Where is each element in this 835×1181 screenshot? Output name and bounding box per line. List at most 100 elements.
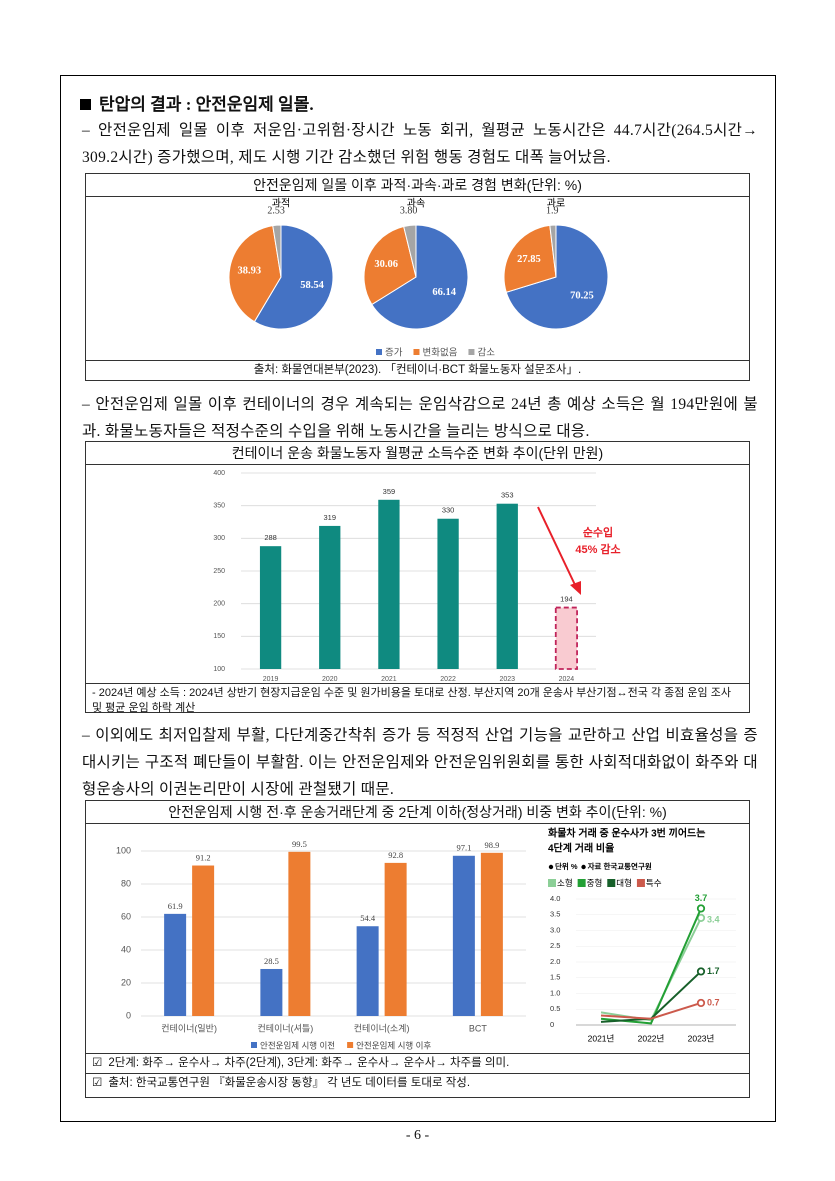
- bar: [452, 855, 475, 1016]
- legend-swatch: [413, 349, 420, 355]
- y-tick-label: 400: [213, 470, 225, 477]
- y-tick-label: 100: [213, 666, 225, 673]
- x-tick-label: 2021: [381, 676, 397, 683]
- inset-title: 화물차 거래 중 운수사가 3번 끼어드는: [548, 827, 705, 840]
- chart-title: 안전운임제 일몰 이후 과적·과속·과로 경험 변화(단위: %): [86, 174, 749, 197]
- legend-swatch: [577, 879, 586, 887]
- x-tick-label: 2022년: [638, 1033, 665, 1043]
- y-tick-label: 20: [121, 977, 131, 987]
- x-tick-label: 2022: [440, 676, 456, 683]
- line: [600, 908, 702, 1025]
- y-tick-label: 3.5: [550, 910, 560, 919]
- pie-slice: [549, 224, 557, 278]
- paragraph: – 안전운임제 일몰 이후 컨테이너의 경우 계속되는 운임삭감으로 24년 총…: [82, 396, 758, 440]
- value-label: 58.54: [300, 280, 324, 291]
- y-tick-label: 0: [126, 1010, 131, 1020]
- annotation: 45% 감소: [575, 542, 620, 556]
- bar: [554, 606, 578, 670]
- bar: [319, 525, 341, 669]
- pie-slice: [505, 224, 609, 330]
- pie-name: 과적: [272, 198, 290, 210]
- y-tick-label: 1.5: [550, 973, 560, 982]
- note: - 2024년 예상 소득 : 2024년 상반기 현장지급운임 수준 및 원가…: [86, 683, 749, 718]
- annotation: 순수입: [583, 526, 613, 539]
- note-text: 2단계: 화주→ 운수사→ 차주(2단계), 3단계: 화주→ 운수사→ 운수사…: [108, 1057, 510, 1069]
- bar: [437, 518, 459, 669]
- legend-label: 안전운임제 시행 이후: [356, 1040, 431, 1050]
- paragraph: – 안전운임제 일몰 이후 저운임·고위험·장시간 노동 회귀, 월평균 노동시…: [82, 122, 758, 166]
- value-label: 27.85: [517, 254, 541, 265]
- value-label: 54.4: [360, 913, 376, 923]
- value-label: 92.8: [388, 850, 403, 860]
- x-tick-label: 2020: [322, 676, 338, 683]
- legend-label: 중형: [587, 878, 603, 888]
- heading-text: 탄압의 결과 : 안전운임제 일몰.: [99, 95, 314, 114]
- legend-label: 특수: [646, 878, 662, 888]
- value-label: 353: [501, 491, 514, 500]
- bar: [288, 851, 311, 1016]
- value-label: 288: [264, 533, 277, 542]
- y-tick-label: 0: [550, 1020, 554, 1029]
- chart: 100 150 200 250 300 350 400 2019 288 2020 319 2021 3…: [213, 470, 620, 683]
- legend-label: 대형: [616, 878, 632, 888]
- y-tick-label: 80: [121, 878, 131, 888]
- bar: [164, 913, 187, 1016]
- inset-title: 4단계 거래 비율: [548, 842, 614, 855]
- x-tick-label: 컨테이너(셔틀): [258, 1023, 314, 1033]
- value-label: 3.7: [695, 893, 708, 903]
- y-tick-label: 3.0: [550, 925, 560, 934]
- y-tick-label: 4.0: [550, 894, 560, 903]
- note-text: 출처: 한국교통연구원 『화물운송시장 동향』 각 년도 데이터를 토대로 작성…: [108, 1077, 471, 1089]
- bar: [378, 499, 400, 669]
- pie-slice: [503, 224, 557, 293]
- pie-name: 과속: [407, 198, 425, 210]
- value-label: 98.9: [484, 840, 499, 850]
- point: [696, 998, 706, 1008]
- pie-slice: [403, 224, 417, 278]
- value-label: 1.9: [546, 205, 559, 216]
- legend-label: 안전운임제 시행 이전: [260, 1040, 335, 1050]
- value-label: 38.93: [238, 265, 262, 276]
- legend-swatch: [251, 1042, 257, 1048]
- value-label: 194: [560, 595, 573, 604]
- value-label: 97.1: [456, 843, 471, 853]
- x-tick-label: 컨테이너(일반): [161, 1023, 217, 1033]
- chart-title: 컨테이너 운송 화물노동자 월평균 소득수준 변화 추이(단위 만원): [86, 442, 749, 465]
- point: [696, 967, 706, 976]
- value-label: 99.5: [292, 839, 307, 849]
- bar: [496, 503, 518, 669]
- value-label: 61.9: [168, 901, 183, 911]
- y-tick-label: 150: [213, 633, 225, 640]
- legend-swatch: [607, 879, 616, 887]
- pie-slice: [272, 224, 282, 278]
- legend-swatch: [376, 349, 382, 355]
- legend-swatch: [468, 349, 475, 355]
- bar: [356, 926, 379, 1016]
- y-tick-label: 0.5: [550, 1004, 560, 1013]
- value-label: 91.2: [196, 852, 211, 862]
- y-tick-label: 40: [121, 944, 131, 954]
- bar-chart-box: 안전운임제 시행 전·후 운송거래단계 중 2단계 이하(정상거래) 비중 변화…: [85, 800, 750, 1098]
- chart: 과적 58.54 38.93 2.53 과속 66.14 30.06 3.80 과로 70.25 2…: [228, 198, 609, 359]
- page-number: - 6 -: [405, 1128, 430, 1143]
- value-label: 28.5: [264, 956, 279, 966]
- note: ☑ 2단계: 화주→ 운수사→ 차주(2단계), 3단계: 화주→ 운수사→ 운수…: [86, 1053, 749, 1073]
- annotation-arrow: [537, 506, 577, 588]
- legend-swatch: [548, 879, 556, 887]
- value-label: 319: [323, 513, 336, 522]
- legend-swatch: [636, 879, 645, 887]
- line: [600, 1001, 702, 1020]
- value-label: 3.80: [400, 206, 418, 217]
- legend-label: 증가: [385, 348, 403, 359]
- pie-slice: [363, 225, 417, 306]
- chart-title: 안전운임제 시행 전·후 운송거래단계 중 2단계 이하(정상거래) 비중 변화…: [86, 801, 749, 824]
- bar: [192, 865, 215, 1016]
- y-tick-label: 350: [213, 503, 225, 510]
- x-tick-label: 컨테이너(소계): [354, 1022, 410, 1033]
- y-tick-label: 250: [213, 568, 225, 575]
- y-tick-label: 2.0: [550, 957, 560, 966]
- bar: [384, 862, 407, 1016]
- y-tick-label: 300: [213, 535, 225, 542]
- pie-slice: [228, 225, 282, 323]
- x-tick-label: 2024: [559, 676, 575, 683]
